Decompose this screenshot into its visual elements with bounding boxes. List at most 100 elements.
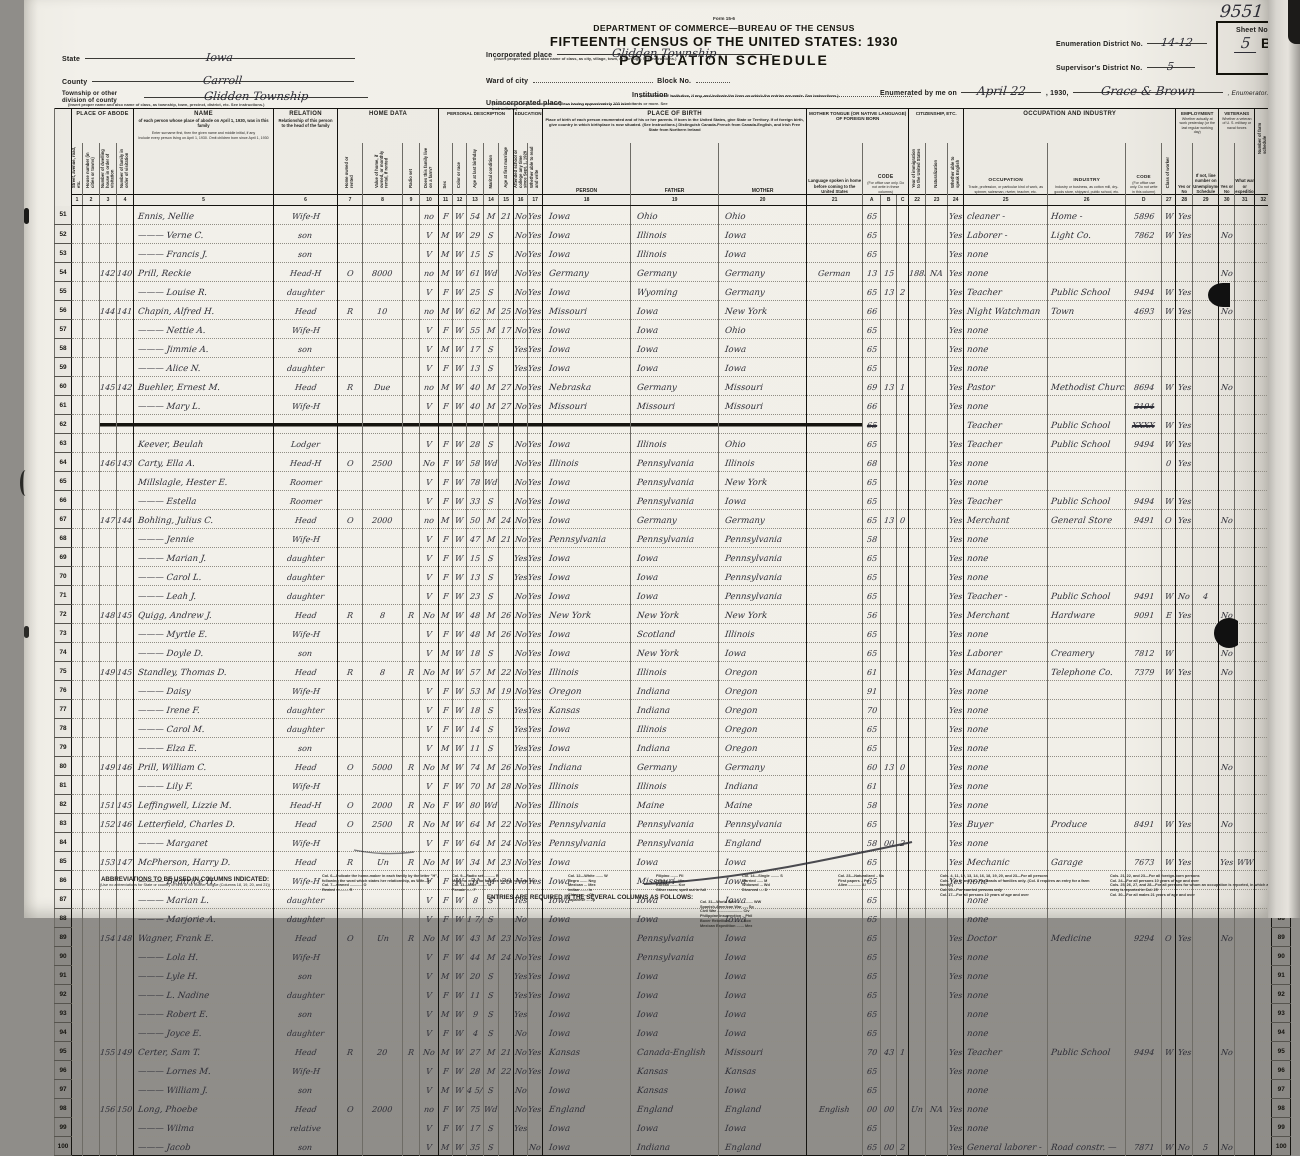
col-family-number: Number of family in order of visitation	[115, 143, 134, 195]
cell: daughter	[273, 984, 338, 1004]
cell	[402, 224, 420, 244]
column-number: 26	[1047, 194, 1126, 206]
cell: Merchant	[963, 509, 1048, 529]
cell: V	[419, 718, 439, 738]
cell: No	[513, 471, 528, 491]
cell	[402, 300, 420, 320]
cell	[1234, 699, 1255, 719]
line-number: 81	[54, 775, 72, 795]
cell	[1218, 319, 1235, 339]
line-number: 61	[54, 395, 72, 415]
cell	[1234, 338, 1255, 358]
cell: daughter	[273, 699, 338, 719]
cell	[1175, 718, 1193, 738]
cell: S	[483, 889, 499, 909]
cell	[498, 1098, 514, 1118]
cell: Yes	[947, 1060, 964, 1080]
cell	[362, 414, 403, 434]
cell	[925, 224, 948, 244]
cell: O	[337, 756, 363, 776]
cell	[1254, 737, 1272, 757]
population-schedule-table: PLACE OF ABODE NAME of each person whose…	[54, 108, 1292, 1156]
cell	[1234, 1136, 1255, 1156]
cell	[1234, 965, 1255, 985]
cell: V	[419, 585, 439, 605]
cell: ——— Joyce E.	[133, 1022, 274, 1042]
cell	[947, 1079, 964, 1099]
cell: Indiana	[718, 775, 807, 795]
cell: M	[483, 395, 499, 415]
cell: V	[419, 1079, 439, 1099]
cell: ——— Lily F.	[133, 775, 274, 795]
cell: Iowa	[718, 1079, 807, 1099]
cell	[82, 300, 100, 320]
cell: 9091	[1125, 604, 1162, 624]
col-home-owned: Home owned or rented	[337, 143, 363, 195]
table-row: 72 148 145 Quigg, Andrew J. Head R 8 R No M W 48 M 26…	[54, 604, 1291, 624]
line-number: 91	[54, 965, 72, 985]
cell: No	[1218, 262, 1235, 282]
group-veterans: VETERANS Whether a veteran of U. S. mili…	[1218, 108, 1255, 143]
cell: W	[1161, 414, 1176, 434]
cell	[337, 319, 363, 339]
cell	[1175, 889, 1193, 909]
cell	[498, 1079, 514, 1099]
entries-col-b: Cols. 21, 22, and 23—For all foreign-bor…	[1110, 874, 1271, 897]
cell	[99, 528, 117, 548]
cell: 22	[498, 813, 514, 833]
column-number: 4	[115, 194, 134, 206]
cell	[1125, 547, 1162, 567]
cell	[71, 262, 83, 282]
cell: 65	[862, 205, 881, 225]
cell: No	[513, 509, 528, 529]
cell	[71, 680, 83, 700]
cell: F	[438, 585, 453, 605]
cell	[71, 414, 83, 434]
cell: No	[513, 205, 528, 225]
enumeration-district-value: 14-12	[1160, 36, 1194, 49]
cell	[1234, 756, 1255, 776]
cell	[1234, 680, 1255, 700]
cell: Yes	[1175, 376, 1193, 396]
cell: 64	[466, 813, 484, 833]
cell: F	[438, 1060, 453, 1080]
table-row: 98 156 150 Long, Phoebe Head O 2000 no F W 75 Wd No Y…	[54, 1098, 1291, 1118]
cell	[806, 319, 863, 339]
cell: W	[1161, 433, 1176, 453]
cell	[99, 946, 117, 966]
cell	[1175, 395, 1193, 415]
cell	[908, 832, 926, 852]
cell	[925, 300, 948, 320]
cell	[337, 1060, 363, 1080]
cell: Yes	[947, 452, 964, 472]
cell: F	[438, 566, 453, 586]
cell	[925, 927, 948, 947]
cell: Iowa	[718, 338, 807, 358]
cell	[82, 699, 100, 719]
line-number: 93	[54, 1003, 72, 1023]
cell	[908, 319, 926, 339]
cell: England	[718, 1098, 807, 1118]
cell: 4693	[1125, 300, 1162, 320]
cell: S	[483, 1117, 499, 1137]
cell	[402, 737, 420, 757]
table-row: 60 145 142 Buehler, Ernest M. Head R Due no M W 40…	[54, 376, 1291, 396]
cell: Canada-English	[630, 1041, 719, 1061]
cell: XXXX	[1125, 414, 1162, 434]
cell	[1125, 566, 1162, 586]
cell: Pennsylvania	[630, 471, 719, 491]
cell	[71, 566, 83, 586]
cell	[896, 927, 909, 947]
cell	[806, 281, 863, 301]
cell: R	[402, 661, 420, 681]
cell	[1125, 319, 1162, 339]
cell	[1192, 832, 1219, 852]
entries-required-title: ENTRIES ARE REQUIRED IN THE SEVERAL COLU…	[486, 894, 694, 901]
column-number: 25	[963, 194, 1048, 206]
cell	[337, 1136, 363, 1156]
cell: ——— Daisy	[133, 680, 274, 700]
cell: 64	[466, 832, 484, 852]
cell	[908, 737, 926, 757]
cell	[402, 1003, 420, 1023]
cell: Yes	[1175, 224, 1193, 244]
